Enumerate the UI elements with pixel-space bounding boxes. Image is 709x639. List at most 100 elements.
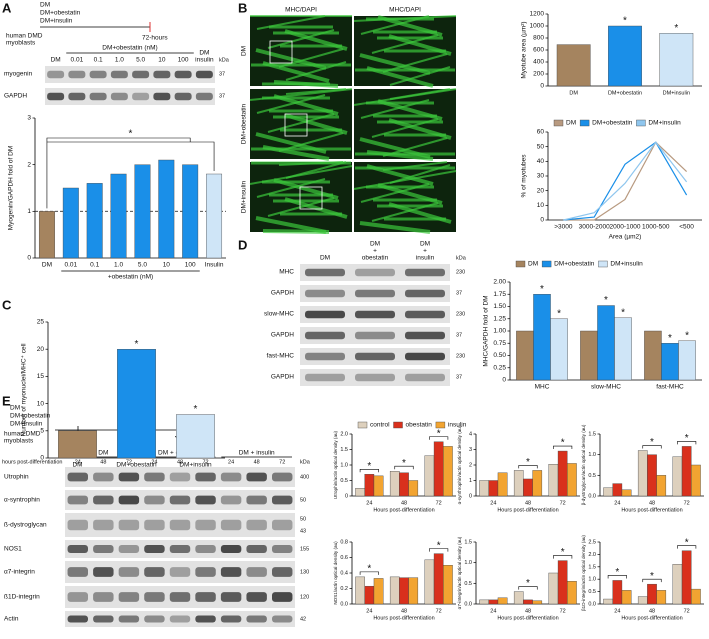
blot-band — [174, 70, 192, 79]
lane-label: obestatin — [362, 255, 389, 262]
y-tick-label: 2.0 — [588, 552, 596, 558]
significance: * — [561, 547, 565, 558]
bracket — [677, 441, 697, 445]
y-tick-label: 1.5 — [588, 564, 596, 570]
blot-band — [93, 519, 114, 531]
y-tick-label: 5 — [40, 428, 44, 435]
blot-band — [67, 615, 88, 623]
bar — [443, 446, 453, 497]
bar — [479, 599, 489, 605]
blot-row-label: NOS1 — [4, 546, 22, 553]
x-tick-label: DM+obestatin — [116, 462, 157, 469]
blot-band — [47, 92, 65, 101]
blot-band — [272, 615, 293, 623]
y-tick-label: 0.5 — [340, 478, 348, 484]
x-tick-label: 72 — [436, 608, 442, 614]
bar — [433, 553, 444, 605]
lane-label: DM — [199, 50, 209, 57]
bar — [523, 599, 533, 605]
series-line — [563, 141, 688, 221]
blot-band — [405, 352, 445, 361]
blot-band — [405, 310, 445, 319]
blot-band — [132, 92, 150, 101]
blot-band — [144, 472, 165, 482]
bar — [373, 578, 384, 605]
blot-band — [89, 70, 107, 79]
y-axis-label: MHC/GAPDH fold of DM — [483, 295, 490, 366]
bracket — [394, 465, 414, 470]
blot-band — [89, 92, 107, 101]
bracket — [553, 555, 573, 559]
blot-band — [220, 495, 242, 505]
x-tick-label: DM — [72, 462, 82, 469]
bar — [408, 480, 419, 497]
x-tick-label: 24 — [366, 500, 372, 506]
bar — [672, 564, 683, 605]
x-tick-label: 2000-1000 — [609, 224, 640, 231]
blot-band — [272, 519, 293, 531]
blot-header: hours post-differentiation — [2, 459, 62, 465]
y-tick-label: 1.5 — [464, 539, 472, 545]
bar — [206, 173, 223, 259]
row-label: DM+insulin — [241, 180, 248, 213]
hour-label: 48 — [177, 459, 183, 465]
y-tick-label: 20 — [537, 187, 545, 194]
bar — [399, 472, 409, 497]
y-tick-label: 3 — [469, 447, 472, 453]
blot-band — [110, 92, 128, 101]
x-tick-label: 24 — [614, 608, 620, 614]
x-tick-label: <500 — [679, 224, 694, 231]
fiber — [366, 150, 434, 161]
blot-band — [132, 70, 150, 79]
bar — [647, 583, 657, 605]
bar — [38, 211, 55, 259]
kda: 120 — [300, 594, 309, 600]
bar — [557, 450, 568, 497]
x-tick-label: 72 — [684, 500, 690, 506]
x-tick-label: 72 — [436, 500, 442, 506]
legend-label: DM+obestatin — [554, 261, 595, 268]
fiber — [389, 88, 451, 100]
blot-row-label: GAPDH — [271, 290, 294, 297]
legend-swatch — [636, 119, 646, 127]
fiber — [267, 29, 335, 49]
significance: * — [621, 307, 625, 318]
cells-label: myoblasts — [6, 40, 36, 47]
blot-band — [169, 472, 191, 482]
x-tick-label: >3000 — [554, 224, 573, 231]
y-tick-label: 0.5 — [588, 473, 596, 479]
kda: 230 — [456, 353, 465, 359]
bar — [621, 489, 632, 497]
bar — [532, 600, 543, 605]
kda-header: kDa — [219, 57, 230, 63]
x-axis-label: Area (µm2) — [609, 234, 642, 241]
kda: 37 — [456, 332, 462, 338]
y-tick-label: 0.6 — [340, 555, 348, 561]
inset-box — [284, 113, 308, 137]
timeline-time: 72-hours — [142, 35, 168, 42]
x-tick-label: MHC — [535, 384, 550, 391]
blot-row-label: α7-integrin — [4, 569, 35, 576]
timeline-label: DM+insulin — [10, 421, 43, 428]
y-tick-label: 800 — [533, 35, 544, 42]
y-tick-label: 1.0 — [588, 452, 596, 458]
panel-label: E — [2, 393, 11, 408]
blot-band — [169, 592, 191, 602]
significance: * — [685, 433, 689, 444]
blot-band — [153, 92, 171, 101]
lane-label: 10 — [158, 57, 166, 64]
blot-band — [174, 92, 192, 101]
bar — [647, 454, 657, 497]
bar — [176, 414, 215, 459]
bar — [355, 488, 365, 497]
blot-band — [220, 519, 242, 531]
lane-label: 0.1 — [94, 57, 103, 64]
blot-band — [305, 373, 345, 382]
blot-band — [144, 592, 165, 602]
blot-band — [246, 495, 267, 505]
blot-band — [220, 615, 242, 623]
legend-swatch — [579, 119, 590, 127]
y-tick-label: 0.4 — [340, 570, 348, 576]
blot-band — [246, 472, 267, 482]
bar — [691, 588, 701, 605]
